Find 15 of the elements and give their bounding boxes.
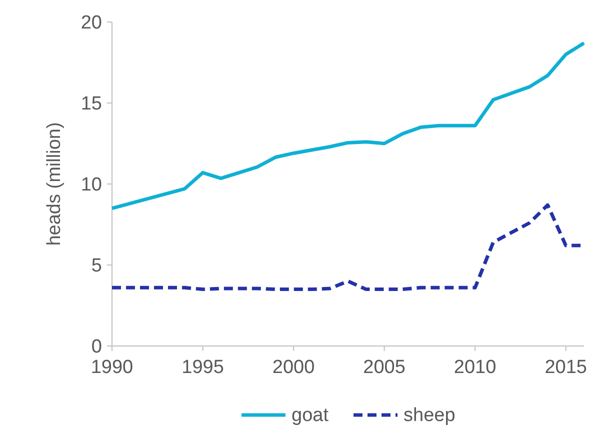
legend-label: goat xyxy=(292,405,330,426)
y-tick-label: 10 xyxy=(80,174,102,196)
y-tick-label: 0 xyxy=(91,336,102,358)
y-axis-title: heads (million) xyxy=(44,122,65,246)
x-tick-label: 1995 xyxy=(182,357,224,378)
line-series xyxy=(110,41,586,210)
y-tick-label: 15 xyxy=(80,94,102,115)
x-tick-label: 2000 xyxy=(272,357,315,378)
x-tick-label: 2005 xyxy=(363,357,406,378)
y-tick-label: 5 xyxy=(91,256,102,277)
x-tick-label: 2010 xyxy=(454,357,496,378)
x-tick-label: 1990 xyxy=(90,357,134,378)
x-tick-label: 2015 xyxy=(544,357,587,378)
y-tick-label: 20 xyxy=(80,12,102,34)
legend-label: sheep xyxy=(404,405,456,426)
